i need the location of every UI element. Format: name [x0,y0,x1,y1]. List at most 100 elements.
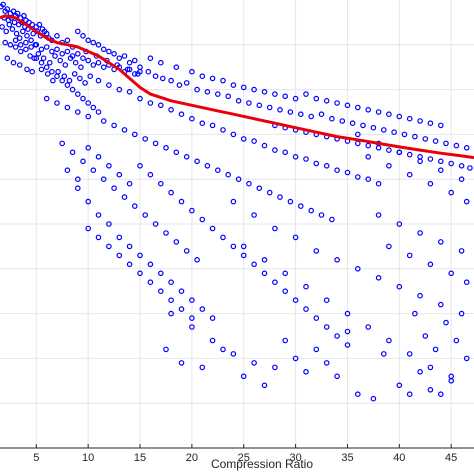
scatter-point [375,274,382,281]
scatter-point [50,77,56,84]
scatter-point [173,149,180,156]
scatter-point [3,28,9,35]
scatter-point [251,138,257,144]
scatter-point [292,154,299,160]
scatter-point [313,315,320,321]
scatter-point [106,243,112,250]
scatter-point [339,118,346,124]
scatter-point [334,100,340,106]
scatter-point [251,261,257,268]
scatter-point [432,346,439,353]
scatter-point [240,136,247,142]
scatter-point [323,98,330,104]
scatter-point [111,122,117,129]
scatter-point [375,180,382,187]
scatter-point [132,203,138,209]
scatter-point [266,104,273,111]
scatter-point [82,80,88,86]
scatter-point [62,62,69,68]
scatter-point [365,107,372,113]
scatter-point [386,111,392,118]
scatter-point [61,73,68,80]
scatter-point [272,91,278,97]
scatter-point [90,167,97,174]
scatter-point [95,212,102,218]
scatter-point [230,243,237,250]
scatter-point [225,93,232,100]
scatter-point [272,279,278,286]
scatter-point [126,243,133,250]
scatter-point [43,30,50,37]
scatter-point [261,142,268,149]
scatter-point [344,328,351,335]
scatter-point [189,324,195,330]
scatter-point [313,346,320,353]
scatter-point [287,109,294,115]
scatter-point [9,26,16,32]
scatter-point [437,301,444,308]
scatter-point [292,234,299,241]
scatter-point [90,39,97,46]
scatter-point [100,176,107,183]
scatter-point [272,225,278,232]
scatter-point [272,147,278,153]
scatter-point [303,283,309,290]
scatter-point [303,306,309,312]
scatter-point [230,131,237,138]
scatter-point [29,68,36,75]
scatter-point [297,203,304,209]
scatter-point [189,315,195,321]
scatter-point [158,288,164,295]
scatter-point [23,46,29,53]
scatter-point [251,360,257,366]
x-tick-label: 25 [238,452,250,464]
grid [0,0,474,449]
scatter-point [95,41,102,48]
scatter-point [318,212,325,218]
scatter-point [417,118,423,124]
scatter-point [137,95,143,102]
scatter-point [386,337,392,344]
scatter-point [437,122,444,129]
scatter-point [189,115,195,122]
scatter-point [427,180,434,187]
scatter-point [344,342,351,348]
scatter-point [209,315,216,321]
x-tick-label: 45 [445,452,457,464]
scatter-point [194,86,200,93]
scatter-point [303,156,309,162]
scatter-point [43,95,50,102]
scatter-point [240,373,247,380]
scatter-point [277,107,283,113]
scatter-point [235,176,242,183]
scatter-point [463,355,470,362]
scatter-point [121,127,128,133]
scatter-point [209,225,216,232]
scatter-point [354,391,361,398]
scatter-point [365,154,372,160]
scatter-point [28,44,34,50]
scatter-point [323,163,330,169]
scatter-point [176,82,183,88]
scatter-point [137,163,143,169]
scatter-point [36,21,43,28]
scatter-point [173,239,180,245]
scatter-point [147,261,154,268]
scatter-point [209,122,216,129]
scatter-point [158,102,164,109]
scatter-point [163,230,169,236]
scatter-point [44,71,51,77]
scatter-point [458,176,465,183]
scatter-point [266,189,273,196]
scatter-point [225,171,232,178]
scatter-point [209,337,216,344]
scatter-point [142,136,149,142]
scatter-point [121,53,128,59]
scatter-point [396,149,403,156]
scatter-point [64,48,71,55]
scatter-point [0,24,5,30]
scatter-point [199,364,206,371]
scatter-point [313,95,320,102]
scatter-point [75,185,81,192]
